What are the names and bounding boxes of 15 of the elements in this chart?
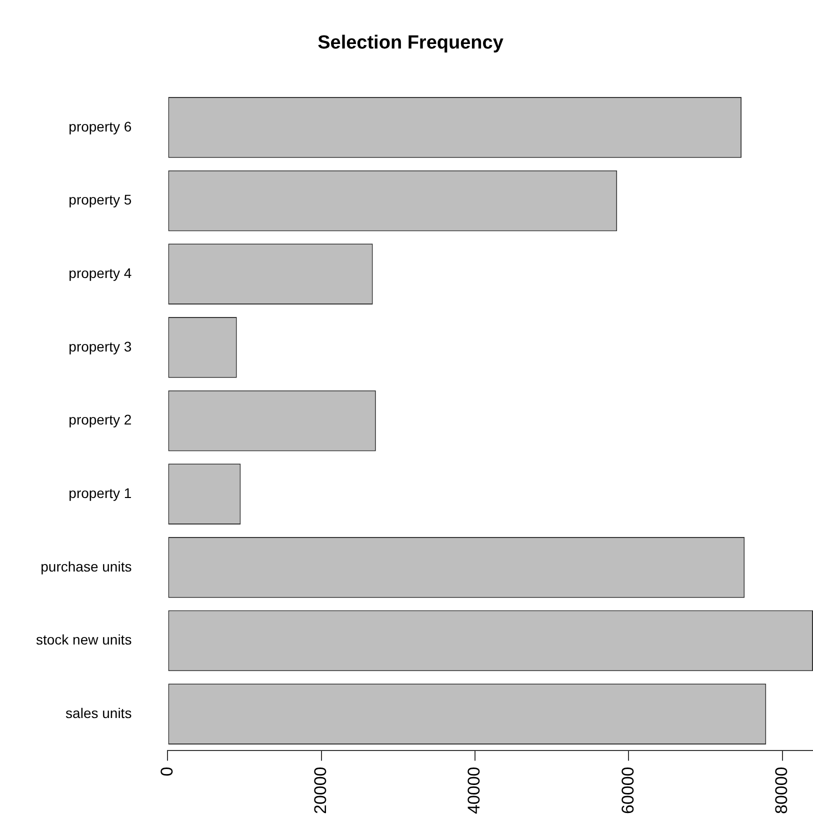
x-tick-label: 80000 <box>772 766 791 814</box>
y-tick-label: property 3 <box>68 338 132 354</box>
x-tick-label: 40000 <box>464 766 484 814</box>
y-tick-label: property 2 <box>68 412 132 428</box>
y-tick-label: stock new units <box>36 632 132 648</box>
y-tick-label: property 6 <box>68 118 132 134</box>
x-tick-label: 20000 <box>311 766 330 814</box>
x-tick-label: 60000 <box>618 766 638 814</box>
chart-title: Selection Frequency <box>318 32 504 54</box>
y-tick-label: sales units <box>66 704 132 721</box>
y-tick-label: purchase units <box>40 558 132 574</box>
x-tick-label: 0 <box>157 766 176 776</box>
y-tick-label: property 5 <box>68 192 132 208</box>
y-tick-label: property 1 <box>68 484 132 501</box>
y-tick-label: property 4 <box>68 264 132 281</box>
